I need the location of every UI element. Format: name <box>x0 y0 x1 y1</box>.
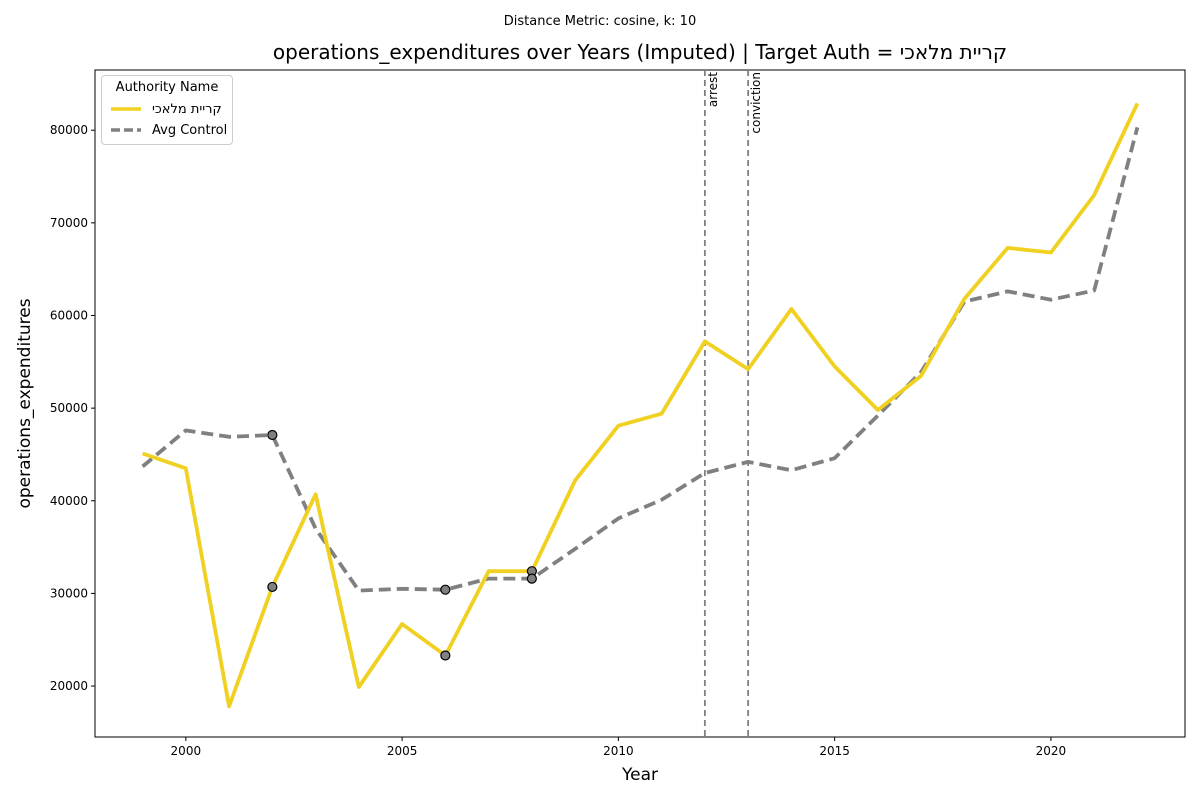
x-axis-label: Year <box>621 765 658 785</box>
imputed-point-target <box>267 581 278 593</box>
chart-suptitle: Distance Metric: cosine, k: 10 <box>503 14 697 29</box>
y-tick-label: 70000 <box>50 216 88 230</box>
x-tick-label: 2015 <box>819 744 850 758</box>
legend-title: Authority Name <box>115 80 219 95</box>
legend-label-control: Avg Control <box>152 122 228 138</box>
y-axis-label: operations_expenditures <box>15 298 35 508</box>
event-label-arrest: arrest <box>706 72 720 107</box>
y-tick-label: 50000 <box>50 401 88 415</box>
y-tick-label: 60000 <box>50 308 88 322</box>
imputed-point-control <box>267 429 278 441</box>
legend: Authority Name קריית מלאכי Avg Control <box>101 75 233 145</box>
chart-title: operations_expenditures over Years (Impu… <box>272 40 1008 64</box>
x-tick-label: 2000 <box>171 744 202 758</box>
legend-entry-control: Avg Control <box>110 120 227 140</box>
x-tick-label: 2010 <box>603 744 634 758</box>
imputed-point-control <box>526 573 537 584</box>
series-line-target <box>141 102 1140 709</box>
x-tick-label: 2020 <box>1036 744 1067 758</box>
y-tick-label: 20000 <box>50 679 88 693</box>
event-label-conviction: conviction <box>749 72 763 134</box>
imputed-point-control <box>440 584 451 595</box>
legend-label-target: קריית מלאכי <box>152 101 222 117</box>
legend-entry-target: קריית מלאכי <box>110 99 222 119</box>
y-tick-label: 40000 <box>50 494 88 508</box>
legend-swatch-target <box>111 107 141 111</box>
y-tick-label: 30000 <box>50 586 88 600</box>
legend-swatch-control <box>111 128 141 132</box>
x-tick-label: 2005 <box>387 744 418 758</box>
series-line-control <box>141 126 1140 593</box>
y-tick-label: 80000 <box>50 123 88 137</box>
imputed-point-target <box>440 650 451 661</box>
plot-frame <box>94 69 1186 738</box>
